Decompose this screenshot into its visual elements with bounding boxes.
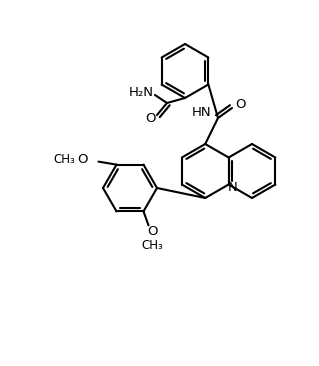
- Text: O: O: [145, 112, 155, 126]
- Text: N: N: [228, 181, 237, 194]
- Text: O: O: [235, 97, 245, 111]
- Text: O: O: [147, 225, 158, 238]
- Text: HN: HN: [192, 107, 212, 120]
- Text: CH₃: CH₃: [142, 239, 163, 252]
- Text: O: O: [77, 153, 88, 166]
- Text: H₂N: H₂N: [129, 86, 153, 100]
- Text: CH₃: CH₃: [54, 153, 75, 166]
